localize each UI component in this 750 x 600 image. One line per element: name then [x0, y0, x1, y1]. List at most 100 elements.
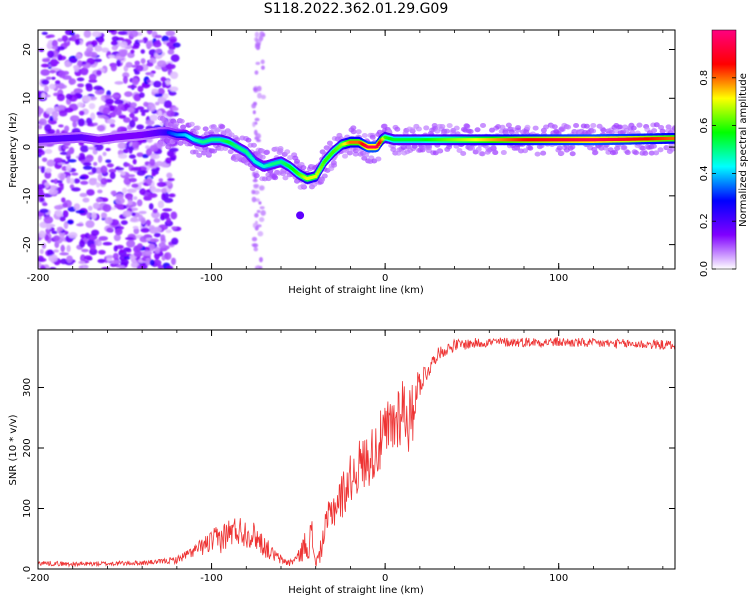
ridge-halo	[672, 125, 675, 131]
noise-blob	[256, 224, 262, 228]
ridge-halo	[612, 149, 619, 155]
noise-blob	[75, 53, 82, 60]
noise-blob	[251, 236, 258, 242]
noise-blob	[41, 79, 50, 85]
spectrogram-y-tick-label: -20	[22, 236, 33, 252]
noise-blob	[125, 61, 133, 68]
noise-blob	[73, 203, 81, 211]
ridge-halo	[346, 150, 353, 156]
ridge-halo	[245, 137, 252, 143]
noise-blob	[119, 265, 126, 269]
noise-blob	[160, 76, 167, 82]
ridge-halo	[436, 148, 443, 154]
noise-blob	[120, 41, 128, 49]
ridge-halo	[227, 149, 234, 155]
ridge-halo	[284, 149, 291, 155]
noise-blob	[143, 195, 150, 201]
ridge-halo	[527, 145, 534, 151]
noise-blob	[120, 220, 128, 225]
snr-panel: -200 -100 0 100 0 100 200 300 Height of straigh…	[8, 329, 676, 596]
noise-blob	[131, 140, 139, 149]
noise-blob	[123, 247, 132, 252]
noise-blob	[254, 117, 260, 122]
noise-blob	[139, 109, 150, 113]
ridge-halo	[639, 145, 646, 151]
noise-blob	[64, 61, 71, 68]
noise-blob	[53, 157, 64, 164]
noise-blob	[67, 159, 77, 163]
noise-blob	[162, 81, 167, 88]
noise-blob	[44, 123, 52, 132]
noise-blob	[92, 148, 98, 155]
noise-blob	[105, 147, 111, 152]
noise-blob	[170, 211, 178, 220]
noise-blob	[166, 110, 175, 118]
noise-blob	[107, 54, 116, 59]
ridge-halo	[350, 129, 357, 135]
signal-ridge	[38, 115, 675, 220]
ridge-halo	[658, 124, 665, 130]
noise-blob	[73, 88, 83, 94]
noise-blob	[140, 227, 150, 233]
noise-blob	[169, 38, 177, 43]
noise-blob	[96, 124, 106, 132]
ridge-halo	[294, 158, 301, 164]
ridge-halo	[569, 144, 576, 150]
ridge-halo	[439, 124, 446, 130]
noise-blob	[163, 100, 172, 109]
noise-blob	[257, 85, 262, 92]
noise-blob	[93, 58, 102, 63]
ridge-halo	[475, 146, 482, 152]
noise-blob	[62, 202, 68, 208]
noise-blob	[109, 171, 116, 180]
noise-blob	[114, 228, 123, 236]
noise-blob	[38, 124, 43, 130]
noise-blob	[127, 85, 137, 89]
ridge-halo	[630, 125, 637, 131]
noise-blob	[38, 107, 44, 115]
ridge-halo	[271, 173, 278, 179]
ridge-halo	[394, 126, 401, 132]
noise-blob	[149, 144, 159, 152]
noise-blob	[81, 95, 92, 103]
noise-blob	[66, 150, 72, 157]
noise-blob	[162, 93, 169, 99]
noise-blob	[149, 158, 156, 167]
noise-blob	[38, 48, 45, 53]
noise-blob	[138, 92, 145, 98]
noise-blob	[170, 54, 180, 63]
noise-blob	[135, 65, 144, 72]
snr-y-tick-label: 200	[22, 438, 33, 457]
noise-blob	[141, 111, 146, 116]
noise-blob	[82, 61, 87, 65]
noise-blob	[128, 154, 136, 159]
ridge-halo	[600, 127, 607, 133]
ridge-halo	[300, 165, 307, 171]
noise-blob	[137, 85, 144, 93]
noise-blob	[57, 104, 65, 110]
noise-blob	[40, 63, 49, 68]
noise-blob	[119, 249, 125, 253]
noise-blob	[153, 232, 161, 238]
noise-blob	[154, 34, 163, 39]
spectrogram-x-tick-label: 0	[382, 273, 388, 284]
noise-blob	[82, 165, 93, 170]
noise-blob	[96, 37, 105, 43]
ridge-halo	[319, 177, 326, 183]
noise-blob	[254, 70, 259, 75]
noise-blob	[57, 46, 65, 51]
noise-blob	[167, 150, 175, 157]
noise-blob	[254, 31, 260, 38]
noise-blob	[127, 107, 135, 113]
noise-blob	[133, 196, 138, 200]
noise-blob	[134, 70, 140, 75]
ridge-halo	[188, 121, 195, 127]
noise-blob	[146, 62, 154, 67]
noise-blob	[158, 178, 164, 182]
noise-blob	[122, 72, 130, 79]
ridge-halo	[287, 155, 294, 161]
noise-blob	[51, 39, 58, 48]
noise-blob	[66, 175, 71, 184]
noise-blob	[97, 155, 103, 163]
noise-blob	[155, 48, 163, 54]
